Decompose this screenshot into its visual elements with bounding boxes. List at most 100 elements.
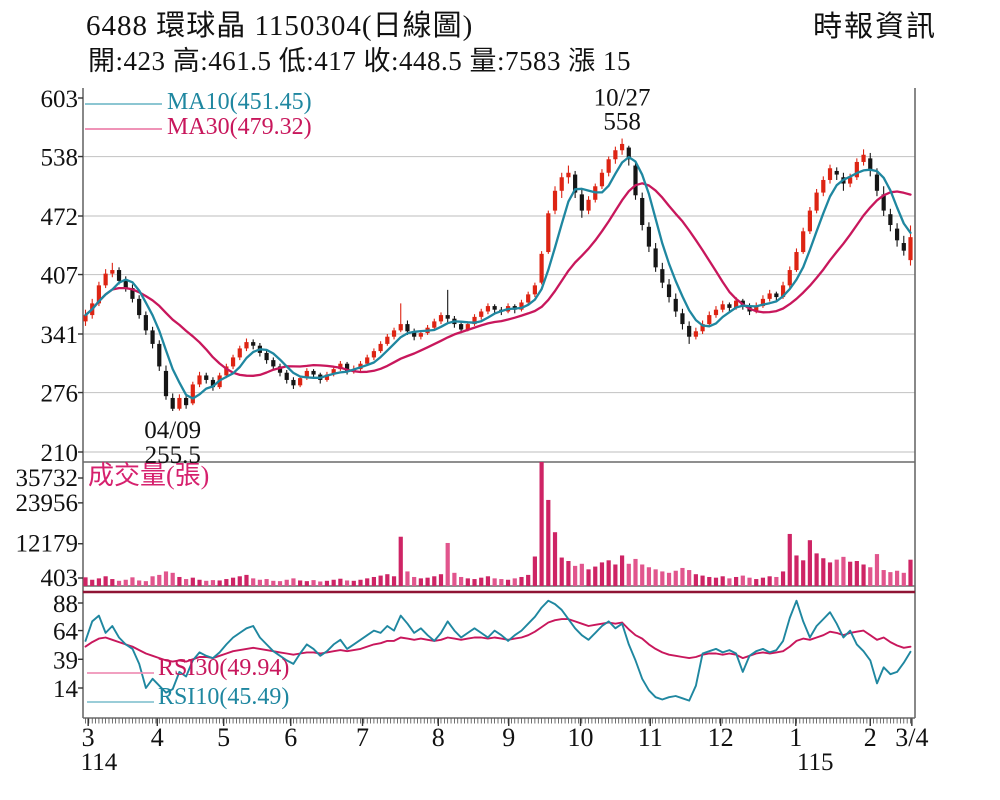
volume-bar [123,579,128,586]
volume-bar [653,569,658,586]
volume-bar [170,572,175,586]
axis-label: 5 [217,723,230,752]
volume-bar [344,580,350,586]
axis-label: 558 [603,109,641,136]
volume-bar [116,580,122,586]
candle-body [412,331,417,337]
volume-bar [626,563,631,586]
axis-label: 1 [789,723,802,752]
volume-bar [566,561,571,586]
volume-bar [640,564,645,586]
candle-body [465,324,470,330]
candle-body [814,192,819,211]
candle-body [680,313,685,325]
volume-bar [552,532,558,586]
candle-body [613,150,618,160]
ma10-legend-label: MA10(451.45) [167,89,312,115]
candle-body [707,315,712,325]
volume-bar [673,570,678,586]
axis-label: 3 [82,723,95,752]
axis-label: 6 [284,723,297,752]
volume-bar [881,570,886,586]
main-y-axis-labels: 210 276 341 407 472 538 603 [41,86,83,467]
candle-body [640,197,645,226]
candle-body [391,330,397,337]
candle-body [459,324,464,330]
volume-bar [874,554,880,586]
volume-bar [505,579,511,586]
axis-label: 14 [53,676,79,703]
candle-body [660,269,665,283]
volume-bar [720,576,725,586]
volume-bar [331,579,336,586]
volume-bar [767,576,772,586]
volume-bars [83,462,913,586]
candle-body [606,159,611,173]
candle-body [532,285,537,295]
volume-bar [894,570,900,586]
candle-body [398,324,403,331]
volume-bar [780,571,786,586]
axis-label: 603 [41,86,79,113]
candle-body [807,210,812,232]
volume-bar [747,577,752,586]
volume-bar [83,577,88,586]
candle-body [204,375,209,380]
volume-bar [559,557,564,586]
candle-body [579,194,584,211]
volume-bar [854,561,859,586]
volume-bar [311,580,316,586]
volume-bar [224,579,229,586]
candle-body [566,172,571,178]
volume-bar [841,556,846,586]
candle-body [244,342,249,349]
candle-body [794,252,799,271]
candle-body [868,158,873,171]
candle-body [284,372,289,380]
volume-bar [646,567,652,586]
candle-body [110,270,115,274]
candle-body [338,363,343,370]
candlesticks [83,138,913,412]
candle-body [405,324,410,332]
ma30-legend-label: MA30(479.32) [167,114,312,140]
axis-label: 04/09 [144,417,201,444]
ma30-line [84,182,912,377]
volume-bar [257,579,262,586]
volume-bar [398,536,403,586]
volume-bar [143,581,148,586]
volume-bar [680,567,685,586]
volume-bar [599,562,605,586]
volume-bar [291,578,296,586]
axis-label: 9 [502,723,515,752]
volume-bar [103,576,108,586]
candle-body [546,213,551,253]
candle-body [385,336,390,344]
volume-bar [298,580,303,586]
candle-body [754,306,759,312]
axis-label: 3/4 [895,723,928,752]
candle-body [539,253,544,283]
volume-bar [546,499,551,586]
rsi10-legend-label: RSI10(45.49) [158,684,290,710]
candle-body [298,378,303,386]
axis-label: 12 [708,723,734,752]
candle-body [888,214,893,226]
candle-body [137,298,142,316]
rsi30-line [84,618,912,663]
candle-body [573,174,578,193]
volume-bar [157,574,162,586]
candle-body [371,351,377,358]
candle-body [237,348,242,358]
volume-bar [137,580,142,586]
volume-bar [378,575,383,586]
volume-bar [150,576,155,586]
candle-body [673,298,678,312]
candle-body [720,304,725,310]
volume-bar [707,576,712,586]
candle-body [821,179,826,193]
